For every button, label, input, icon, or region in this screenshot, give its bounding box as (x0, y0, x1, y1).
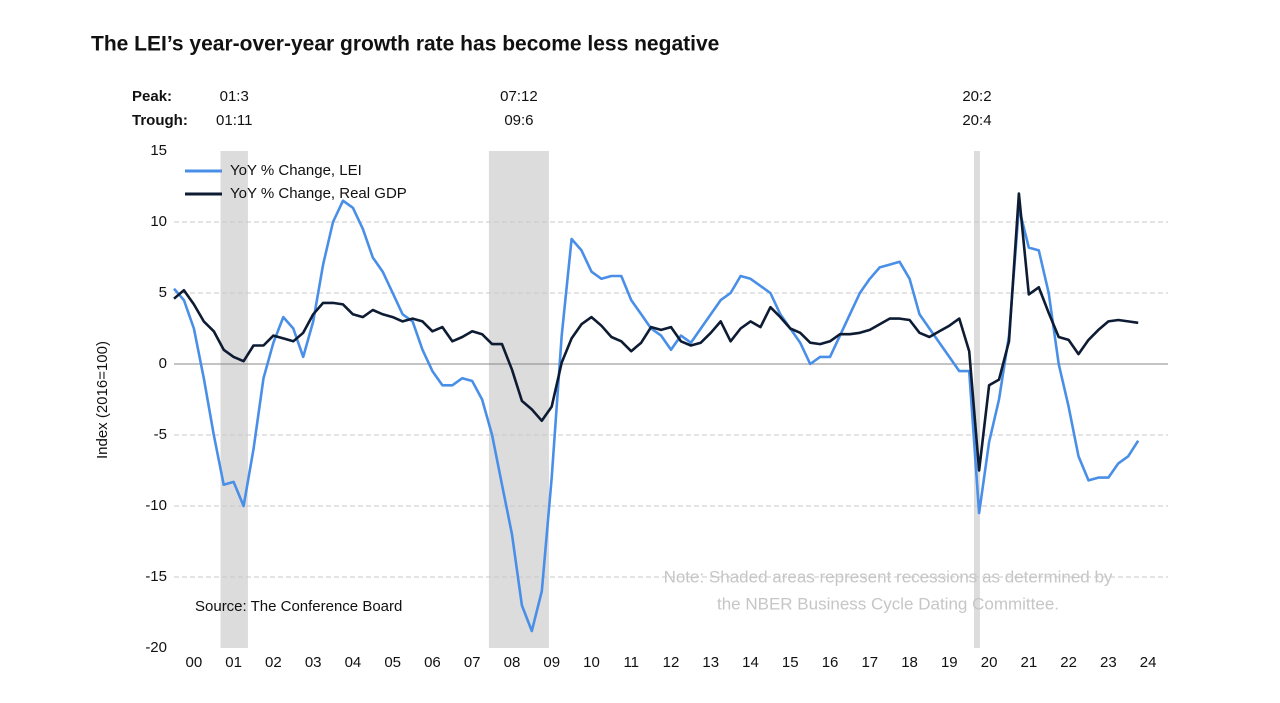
recession-trough: 09:6 (504, 112, 533, 129)
y-tick-label: 10 (150, 213, 167, 230)
legend-label: YoY % Change, LEI (230, 162, 362, 179)
x-tick-label: 02 (265, 654, 282, 671)
series-line (173, 199, 1140, 633)
x-tick-label: 08 (504, 654, 521, 671)
peak-label: Peak: (132, 88, 172, 105)
source: Source: The Conference Board (195, 598, 402, 615)
recession-trough: 20:4 (962, 112, 991, 129)
y-tick-label: -15 (145, 568, 167, 585)
series-line (173, 192, 1139, 472)
x-tick-label: 21 (1020, 654, 1037, 671)
note: the NBER Business Cycle Dating Committee… (717, 594, 1059, 613)
recession-trough: 01:11 (216, 112, 252, 129)
x-tick-label: 15 (782, 654, 799, 671)
x-tick-label: 23 (1100, 654, 1117, 671)
note: Note: Shaded areas represent recessions … (664, 567, 1113, 586)
x-tick-label: 16 (822, 654, 839, 671)
legend-label: YoY % Change, Real GDP (230, 185, 407, 202)
y-tick-label: -5 (154, 426, 167, 443)
x-tick-label: 18 (901, 654, 918, 671)
x-tick-label: 11 (623, 654, 639, 671)
x-tick-label: 19 (941, 654, 958, 671)
plot-area (174, 151, 1168, 648)
x-tick-label: 00 (186, 654, 203, 671)
x-tick-label: 14 (742, 654, 759, 671)
x-tick-label: 12 (663, 654, 680, 671)
x-tick-label: 04 (345, 654, 362, 671)
y-tick-label: -20 (145, 639, 167, 656)
chart-title: The LEI’s year-over-year growth rate has… (91, 33, 719, 56)
recession-band (973, 151, 980, 648)
x-tick-label: 17 (861, 654, 878, 671)
recession-peak: 01:3 (220, 88, 249, 105)
x-tick-label: 01 (225, 654, 242, 671)
x-tick-label: 06 (424, 654, 441, 671)
x-tick-label: 05 (384, 654, 401, 671)
y-tick-label: 15 (150, 142, 167, 159)
x-tick-label: 13 (702, 654, 719, 671)
y-tick-label: -10 (145, 497, 167, 514)
y-tick-label: 5 (159, 284, 167, 301)
x-tick-label: 10 (583, 654, 600, 671)
x-tick-label: 22 (1060, 654, 1077, 671)
x-tick-label: 24 (1140, 654, 1157, 671)
trough-label: Trough: (132, 112, 188, 129)
y-axis-label: Index (2016=100) (94, 341, 111, 459)
recession-band (220, 151, 248, 648)
x-tick-label: 03 (305, 654, 322, 671)
recession-peak: 07:12 (500, 88, 538, 105)
y-tick-label: 0 (159, 355, 167, 372)
recession-band (488, 151, 549, 648)
x-tick-label: 20 (981, 654, 998, 671)
x-tick-label: 07 (464, 654, 481, 671)
x-tick-label: 09 (543, 654, 560, 671)
recession-peak: 20:2 (962, 88, 991, 105)
